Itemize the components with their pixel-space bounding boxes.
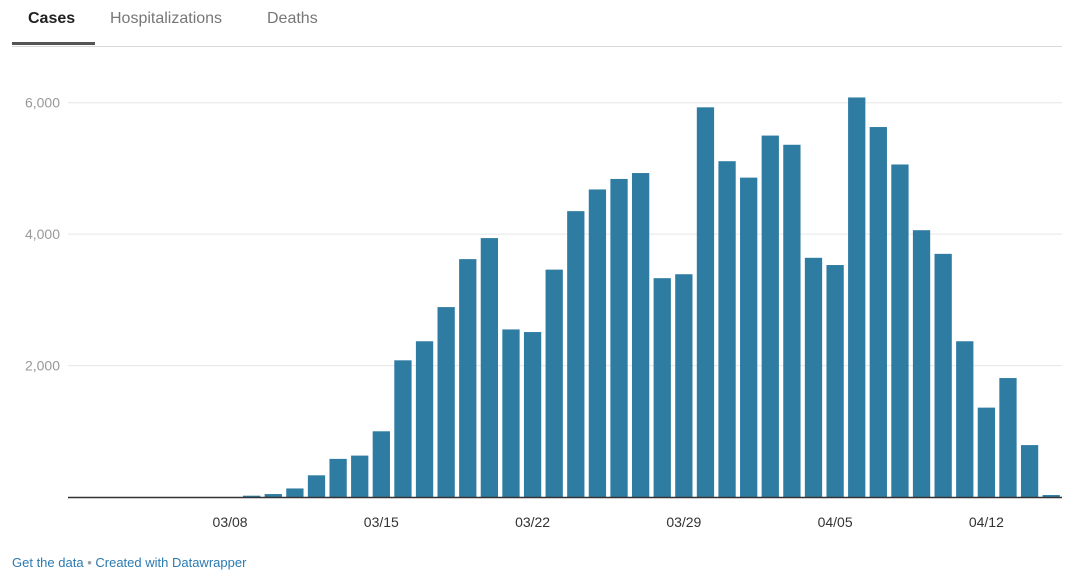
bar xyxy=(394,360,412,497)
x-tick-label: 04/05 xyxy=(818,514,853,530)
bar xyxy=(329,458,347,497)
created-with-datawrapper-link[interactable]: Created with Datawrapper xyxy=(95,555,247,570)
bar xyxy=(912,230,931,497)
chart-tabs: Cases Hospitalizations Deaths xyxy=(12,0,1062,47)
bar xyxy=(675,274,693,497)
bar xyxy=(372,431,390,497)
bar xyxy=(545,269,563,497)
x-tick-label: 03/08 xyxy=(213,514,248,530)
bar xyxy=(783,144,801,497)
bar xyxy=(459,259,477,497)
bar xyxy=(1042,495,1060,497)
get-the-data-link[interactable]: Get the data xyxy=(12,555,84,570)
bar xyxy=(286,488,304,497)
bar xyxy=(653,278,671,497)
bar xyxy=(977,407,996,497)
bar xyxy=(502,329,520,497)
x-tick-label: 04/12 xyxy=(969,514,1004,530)
tab-deaths[interactable]: Deaths xyxy=(267,10,318,27)
bar xyxy=(588,189,607,497)
bar-chart: 2,000 4,000 6,000 03/08 03/15 03/22 03/29 04/05… xyxy=(25,95,1062,530)
bar xyxy=(999,378,1017,497)
bar xyxy=(631,173,650,497)
bar xyxy=(761,135,779,498)
bar xyxy=(934,253,952,497)
tab-cases[interactable]: Cases xyxy=(28,10,76,27)
bar xyxy=(740,177,758,497)
bar xyxy=(1020,445,1039,497)
bar xyxy=(956,341,974,497)
bar xyxy=(567,211,585,497)
y-tick-label: 2,000 xyxy=(25,358,60,374)
bar xyxy=(415,341,434,497)
bar xyxy=(480,238,499,498)
x-tick-label: 03/15 xyxy=(364,514,399,530)
bar xyxy=(437,307,455,497)
bar xyxy=(848,97,866,497)
bar xyxy=(891,164,909,497)
x-tick-label: 03/29 xyxy=(666,514,701,530)
x-tick-label: 03/22 xyxy=(515,514,550,530)
tab-hospitalizations[interactable]: Hospitalizations xyxy=(110,10,223,27)
active-tab-indicator xyxy=(12,42,95,45)
bar xyxy=(826,265,844,497)
footer-separator: • xyxy=(87,555,92,570)
bar xyxy=(523,332,542,497)
bar xyxy=(264,494,282,497)
y-tick-label: 6,000 xyxy=(25,95,60,111)
bar xyxy=(718,161,736,497)
bar xyxy=(696,107,715,498)
bar xyxy=(351,455,369,497)
bar xyxy=(869,127,887,498)
y-tick-label: 4,000 xyxy=(25,226,60,242)
footer: Get the data • Created with Datawrapper xyxy=(12,555,246,570)
bar xyxy=(804,257,823,497)
bar xyxy=(610,178,628,497)
bar xyxy=(307,475,326,497)
bar xyxy=(243,495,261,497)
